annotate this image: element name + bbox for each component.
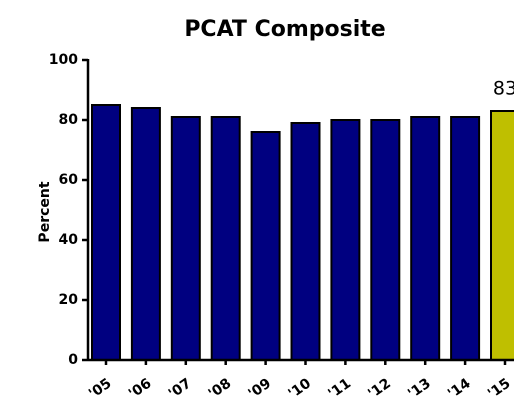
bar bbox=[410, 116, 441, 361]
y-axis-label: Percent bbox=[37, 181, 53, 242]
x-tick-label: '08 bbox=[206, 375, 235, 402]
value-label: 83 bbox=[493, 78, 514, 100]
chart-title: PCAT Composite bbox=[184, 17, 385, 42]
y-tick-label: 40 bbox=[59, 232, 79, 248]
bar bbox=[450, 116, 481, 361]
y-tick-label: 60 bbox=[59, 172, 79, 188]
y-tick-label: 100 bbox=[49, 52, 78, 68]
x-tick-label: '07 bbox=[166, 375, 195, 402]
x-tick-label: '05 bbox=[86, 375, 115, 402]
bar bbox=[250, 131, 281, 361]
x-tick-label: '14 bbox=[445, 375, 474, 402]
x-tick-label: '06 bbox=[126, 375, 155, 402]
bar bbox=[170, 116, 201, 361]
y-tick-label: 0 bbox=[68, 352, 78, 368]
x-tick-label: '09 bbox=[246, 375, 275, 402]
bar bbox=[490, 110, 514, 361]
y-tick-label: 20 bbox=[59, 292, 79, 308]
x-tick-label: '11 bbox=[325, 375, 354, 402]
bar bbox=[91, 104, 121, 361]
x-tick-label: '15 bbox=[485, 375, 514, 402]
x-tick-label: '12 bbox=[365, 375, 394, 402]
bar bbox=[290, 122, 321, 361]
bar bbox=[370, 119, 401, 361]
bar bbox=[130, 107, 161, 361]
x-tick-label: '10 bbox=[285, 375, 314, 402]
bar bbox=[330, 119, 361, 361]
x-tick-label: '13 bbox=[405, 375, 434, 402]
bar bbox=[210, 116, 241, 361]
y-tick-label: 80 bbox=[59, 112, 79, 128]
